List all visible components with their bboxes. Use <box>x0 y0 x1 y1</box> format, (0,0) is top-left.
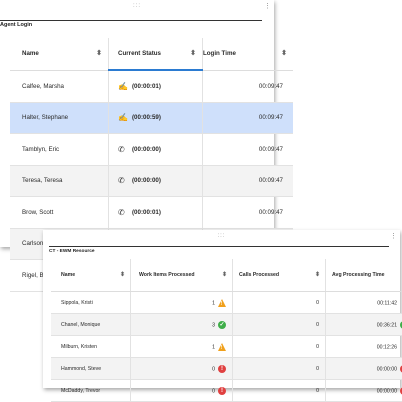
calls-processed: 0 <box>232 335 326 358</box>
resource-name: Sippola, Kristi <box>51 291 131 314</box>
calls-processed: 0 <box>232 357 326 380</box>
table-row[interactable]: Calfee, Marsha ✍ (00:00:01) 00:09:47 <box>10 70 293 103</box>
table-row[interactable]: Tamblyn, Eric ✆ (00:00:00) 00:09:47 <box>10 133 293 166</box>
more-menu-icon[interactable]: ⋮ <box>390 233 397 240</box>
widget-title: Agent Login <box>0 22 33 28</box>
table-row[interactable]: Milburn, Kristen 1! 0 00:12:26 <box>51 335 402 358</box>
table-row[interactable]: Halter, Stephane ✍ (00:00:59) 00:09:47 <box>10 102 293 134</box>
agent-name: Brow, Scott <box>10 196 109 229</box>
sort-icon[interactable]: ⬍ <box>190 50 196 57</box>
drag-handle-icon[interactable]: ::: <box>132 3 141 9</box>
current-status: ✆ (00:00:01) <box>108 196 203 229</box>
column-header-current-status[interactable]: Current Status ⬍ <box>108 38 203 71</box>
resource-name: McDaddy, Trevor <box>51 379 131 402</box>
phone-icon: ✆ <box>118 176 125 186</box>
current-status: ✍ (00:00:59) <box>108 102 203 134</box>
table-row[interactable]: Teresa, Teresa ✆ (00:00:00) 00:09:47 <box>10 165 293 197</box>
more-menu-icon[interactable]: ⋮ <box>264 3 271 10</box>
sort-icon[interactable]: ⬍ <box>281 50 287 57</box>
resource-name: Milburn, Kristen <box>51 335 131 358</box>
table-row[interactable]: Brow, Scott ✆ (00:00:01) 00:09:47 <box>10 196 293 229</box>
agent-name: Teresa, Teresa <box>10 165 109 197</box>
login-time: 00:09:47 <box>202 102 293 134</box>
current-status: ✆ (00:00:00) <box>108 165 203 197</box>
title-divider <box>0 20 262 21</box>
resource-name: Chanel, Monique <box>51 313 131 336</box>
error-icon: ! <box>218 386 226 395</box>
work-items-processed: 0! <box>130 357 233 380</box>
agent-name: Halter, Stephane <box>10 102 109 134</box>
agent-login-widget: ::: ⋮ Agent Login Name ⬍ Current Status ⬍ … <box>0 0 293 292</box>
status-duration: (00:00:00) <box>132 145 161 153</box>
calls-processed: 0 <box>232 291 326 314</box>
login-time: 00:09:47 <box>202 196 293 229</box>
agent-name: Calfee, Marsha <box>10 70 109 103</box>
sort-icon[interactable]: ⬍ <box>314 272 320 278</box>
status-duration: (00:00:01) <box>132 208 161 216</box>
ewm-resource-widget: ::: ⋮ CT - EWM Resource Name ⬍ Work Items… <box>43 230 402 402</box>
column-header-work-items-processed[interactable]: Work Items Processed ⬍ <box>130 259 233 292</box>
widget-title: CT - EWM Resource <box>49 249 95 254</box>
error-icon: ! <box>400 386 402 395</box>
resource-name: Hammond, Steve <box>51 357 131 380</box>
status-duration: (00:00:59) <box>132 114 161 122</box>
agent-name: Tamblyn, Eric <box>10 133 109 166</box>
calls-processed: 0 <box>232 313 326 336</box>
sort-icon[interactable]: ⬍ <box>96 50 102 57</box>
work-items-processed: 1! <box>130 335 233 358</box>
title-divider <box>49 246 389 247</box>
ready-icon: ✍ <box>118 113 128 123</box>
column-header-name[interactable]: Name ⬍ <box>10 38 109 71</box>
avg-processing-time: 00:12:26 <box>325 335 402 358</box>
warning-icon: ! <box>218 342 226 351</box>
avg-processing-time: 00:11:42 <box>325 291 402 314</box>
column-header-avg-processing-time[interactable]: Avg Processing Time⬍ <box>325 259 402 292</box>
error-icon: ! <box>400 364 402 373</box>
work-items-processed: 1! <box>130 291 233 314</box>
phone-icon: ✆ <box>118 144 125 154</box>
error-icon: ! <box>218 364 226 373</box>
avg-processing-time: 00:00:00! <box>325 357 402 380</box>
ready-icon: ✍ <box>118 81 128 91</box>
avg-processing-time: 00:00:00! <box>325 379 402 402</box>
column-header-name[interactable]: Name ⬍ <box>51 259 131 292</box>
calls-processed: 0 <box>232 379 326 402</box>
login-time: 00:09:47 <box>202 70 293 103</box>
avg-processing-time: 00:36:21✓ <box>325 313 402 336</box>
phone-icon: ✆ <box>118 207 125 217</box>
current-status: ✆ (00:00:00) <box>108 133 203 166</box>
sort-icon[interactable]: ⬍ <box>221 272 227 278</box>
column-header-login-time[interactable]: Login Time ⬍ <box>202 38 293 71</box>
login-time: 00:09:47 <box>202 165 293 197</box>
work-items-processed: 3 ✓ <box>130 313 233 336</box>
drag-handle-icon[interactable]: ::: <box>217 233 226 239</box>
status-duration: (00:00:01) <box>132 82 161 90</box>
current-status: ✍ (00:00:01) <box>108 70 203 103</box>
warning-icon: ! <box>218 298 226 307</box>
work-items-processed: 0! <box>130 379 233 402</box>
check-icon: ✓ <box>218 320 226 329</box>
login-time: 00:09:47 <box>202 133 293 166</box>
status-duration: (00:00:00) <box>132 177 161 185</box>
ewm-resource-table: Name ⬍ Work Items Processed ⬍ Calls Proces… <box>51 259 402 402</box>
sort-icon[interactable]: ⬍ <box>119 272 125 278</box>
column-header-calls-processed[interactable]: Calls Processed ⬍ <box>232 259 326 292</box>
table-row[interactable]: Sippola, Kristi 1! 0 00:11:42 <box>51 291 402 314</box>
